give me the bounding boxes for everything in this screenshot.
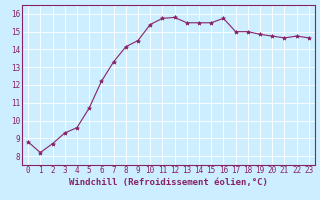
X-axis label: Windchill (Refroidissement éolien,°C): Windchill (Refroidissement éolien,°C) — [69, 178, 268, 187]
